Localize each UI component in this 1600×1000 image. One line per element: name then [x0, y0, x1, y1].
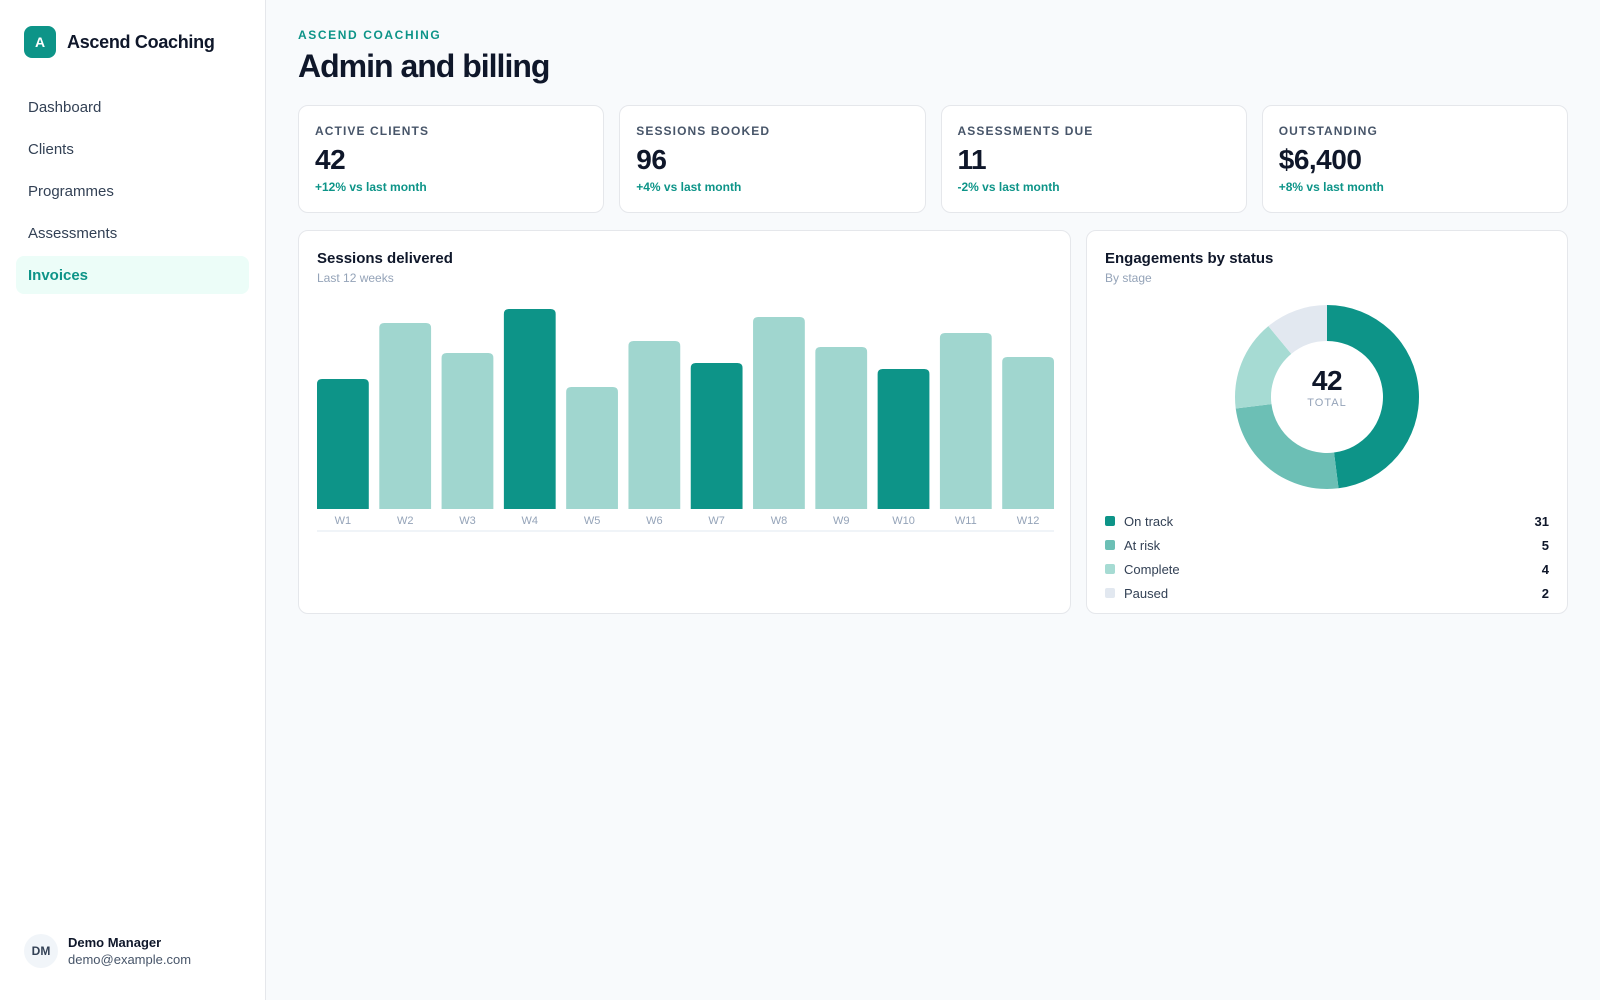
- card-title: Engagements by status: [1105, 250, 1274, 267]
- donut-slice-paused[interactable]: [1268, 305, 1327, 354]
- avatar: DM: [24, 934, 58, 968]
- stat-delta: -2% vs last month: [957, 180, 1060, 194]
- card-subtitle: By stage: [1105, 271, 1152, 285]
- legend-swatch: [1105, 540, 1115, 550]
- donut-center: 42 TOTAL: [1105, 365, 1549, 409]
- stat-delta: +12% vs last month: [315, 180, 427, 194]
- sidebar-item-invoices[interactable]: Invoices: [16, 256, 249, 294]
- bar-w1[interactable]: [317, 379, 369, 509]
- bar-w8[interactable]: [753, 317, 805, 509]
- donut-total: 42: [1311, 365, 1343, 396]
- stat-value: 96: [636, 144, 667, 175]
- stat-value: $6,400: [1278, 144, 1362, 175]
- status-donut-chart: [1235, 305, 1419, 489]
- x-tick-label: W10: [892, 515, 915, 527]
- stat-delta: +4% vs last month: [636, 180, 742, 194]
- stat-card-active-clients: ACTIVE CLIENTS 42 +12% vs last month: [298, 105, 605, 213]
- bar-w6[interactable]: [628, 341, 681, 509]
- sidebar-item-dashboard[interactable]: Dashboard: [28, 98, 102, 116]
- bar-w12[interactable]: [1002, 357, 1054, 509]
- donut-slice-on-track[interactable]: [1327, 305, 1419, 489]
- sidebar-item-clients[interactable]: Clients: [28, 140, 74, 158]
- x-tick-label: W6: [646, 515, 663, 527]
- bar-w7[interactable]: [690, 363, 743, 509]
- x-tick-label: W3: [459, 515, 476, 527]
- bar-w10[interactable]: [877, 369, 930, 509]
- card-subtitle: Last 12 weeks: [317, 271, 394, 285]
- legend-label: Complete: [1124, 561, 1180, 577]
- x-tick-label: W4: [522, 515, 539, 527]
- x-tick-label: W11: [955, 515, 977, 527]
- legend-swatch: [1105, 516, 1115, 526]
- sessions-bar-chart: W1 W2 W3 W4 W5 W6 W7 W8 W9 W10 W11 W12: [317, 309, 1054, 532]
- legend-swatch: [1105, 588, 1115, 598]
- stat-card-sessions-booked: SESSIONS BOOKED 96 +4% vs last month: [619, 105, 926, 213]
- x-tick-label: W5: [584, 515, 601, 527]
- stat-delta: +8% vs last month: [1278, 180, 1384, 194]
- brand[interactable]: A Ascend Coaching: [16, 26, 249, 58]
- user-email: demo@example.com: [68, 952, 192, 967]
- user-profile[interactable]: DM Demo Manager demo@example.com: [24, 934, 191, 968]
- sidebar-nav: Dashboard Clients Programmes Assessments…: [16, 88, 249, 294]
- sessions-chart-card: Sessions delivered Last 12 weeks W1 W2 W3 W…: [298, 230, 1071, 614]
- bar-w3[interactable]: [441, 353, 494, 509]
- legend-label: On track: [1124, 513, 1174, 529]
- x-tick-label: W7: [708, 515, 725, 527]
- sidebar: A Ascend Coaching Dashboard Clients Prog…: [0, 0, 266, 1000]
- status-chart-card: Engagements by status By stage 42 TOTAL …: [1086, 230, 1568, 614]
- stat-value: 11: [957, 144, 987, 175]
- stat-label: OUTSTANDING: [1278, 124, 1378, 138]
- bar-w4[interactable]: [503, 309, 556, 509]
- page-eyebrow: ASCEND COACHING: [298, 28, 442, 42]
- donut-caption: TOTAL: [1307, 397, 1347, 409]
- legend-count: 5: [1541, 537, 1549, 553]
- legend-count: 2: [1541, 585, 1549, 601]
- x-tick-label: W12: [1017, 515, 1040, 527]
- stats-row: ACTIVE CLIENTS 42 +12% vs last month SES…: [298, 105, 1568, 213]
- x-tick-label: W1: [335, 515, 352, 527]
- stat-value: 42: [315, 144, 346, 175]
- stat-card-outstanding: OUTSTANDING $6,400 +8% vs last month: [1261, 105, 1568, 213]
- legend-item-on-track: On track 31: [1105, 509, 1549, 533]
- brand-logo: A: [24, 26, 56, 58]
- sidebar-item-programmes[interactable]: Programmes: [28, 182, 114, 200]
- stat-card-assessments-due: ASSESSMENTS DUE 11 -2% vs last month: [940, 105, 1247, 213]
- x-tick-label: W2: [397, 515, 414, 527]
- legend-count: 4: [1541, 561, 1549, 577]
- legend-label: Paused: [1124, 585, 1169, 601]
- charts-row: Sessions delivered Last 12 weeks W1 W2 W3 W…: [298, 230, 1568, 614]
- legend-count: 31: [1534, 513, 1549, 529]
- brand-name: Ascend Coaching: [67, 31, 215, 52]
- bar-w11[interactable]: [939, 333, 992, 509]
- legend-swatch: [1105, 564, 1115, 574]
- user-name: Demo Manager: [68, 935, 162, 950]
- donut-wrap: 42 TOTAL: [1105, 299, 1549, 495]
- bar-w2[interactable]: [379, 323, 432, 509]
- card-title: Sessions delivered: [317, 250, 453, 267]
- stat-label: ASSESSMENTS DUE: [957, 124, 1094, 138]
- x-tick-label: W9: [833, 515, 850, 527]
- donut-slice-complete[interactable]: [1235, 326, 1292, 409]
- status-legend: On track 31 At risk 5 Complete 4: [1105, 509, 1549, 605]
- main-content: ASCEND COACHING Admin and billing ACTIVE…: [266, 0, 1600, 1000]
- donut-slice-at-risk[interactable]: [1235, 404, 1339, 489]
- legend-label: At risk: [1124, 537, 1161, 553]
- stat-label: SESSIONS BOOKED: [636, 124, 771, 138]
- legend-item-complete: Complete 4: [1105, 557, 1549, 581]
- stat-label: ACTIVE CLIENTS: [315, 124, 430, 138]
- legend-item-at-risk: At risk 5: [1105, 533, 1549, 557]
- page-title: Admin and billing: [298, 48, 550, 84]
- sidebar-item-assessments[interactable]: Assessments: [28, 224, 118, 242]
- bar-w9[interactable]: [815, 347, 868, 509]
- user-info: Demo Manager demo@example.com: [68, 935, 191, 967]
- x-tick-label: W8: [771, 515, 788, 527]
- bar-w5[interactable]: [566, 387, 618, 509]
- legend-item-paused: Paused 2: [1105, 581, 1549, 605]
